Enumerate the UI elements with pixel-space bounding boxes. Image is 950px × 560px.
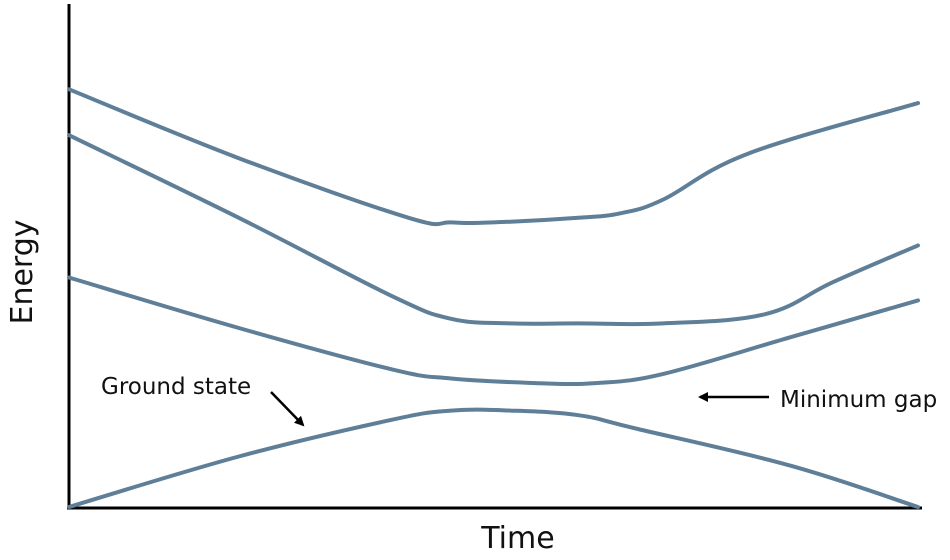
y-axis-label: Energy [5,219,40,324]
x-axis-label: Time [480,521,554,556]
annotation-minimum-gap: Minimum gap [780,387,937,413]
curves-group [67,87,920,509]
annotation-ground-state-arrow [270,391,305,427]
energy-level-line-2 [67,133,920,327]
energy-level-line-3 [67,275,920,387]
annotation-ground-state: Ground state [101,374,251,400]
energy-level-line-4 [67,407,920,509]
energy-level-line-1 [67,87,920,227]
